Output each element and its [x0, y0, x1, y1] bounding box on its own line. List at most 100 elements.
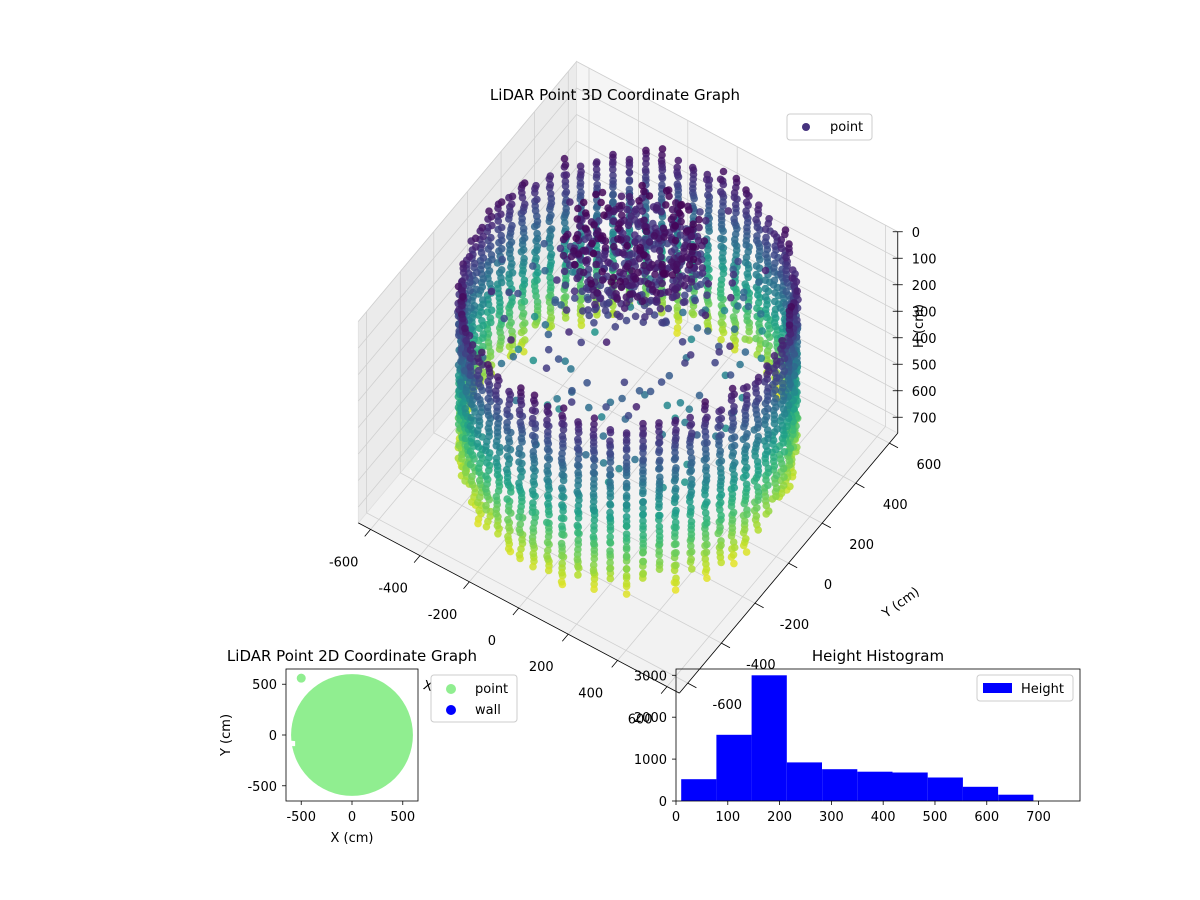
data-point	[461, 405, 470, 413]
data-point	[574, 468, 582, 477]
data-point	[717, 242, 725, 251]
data-point	[704, 280, 713, 288]
data-point	[754, 526, 762, 534]
data-point	[517, 434, 526, 443]
data-point	[497, 359, 506, 368]
data-point	[479, 300, 487, 309]
x-tick-label: 600	[974, 810, 999, 825]
data-point	[730, 433, 739, 441]
data-point	[504, 544, 513, 553]
data-point	[789, 468, 797, 477]
data-point	[585, 311, 593, 320]
data-point	[622, 429, 631, 437]
data-point	[504, 532, 512, 541]
data-point	[529, 524, 537, 532]
data-point	[703, 413, 711, 422]
histogram-bar	[786, 762, 822, 801]
y-tick	[721, 642, 731, 649]
data-point	[689, 243, 697, 251]
data-point	[559, 251, 568, 260]
data-point	[700, 237, 709, 245]
data-point	[592, 190, 600, 199]
data-point	[609, 198, 617, 206]
data-point	[515, 449, 523, 458]
data-point	[665, 371, 674, 380]
data-point	[609, 190, 617, 198]
data-point	[625, 168, 634, 176]
data-point	[741, 454, 750, 462]
y-tick-label: 0	[659, 795, 667, 810]
data-point	[639, 498, 647, 506]
data-point	[544, 345, 553, 354]
data-point	[554, 355, 563, 363]
data-point	[598, 276, 607, 284]
data-point	[474, 464, 483, 473]
legend-label: point	[475, 682, 508, 697]
data-point	[658, 172, 666, 181]
data-point	[622, 552, 631, 560]
h-tick-label: 400	[912, 332, 937, 347]
x-tick-label: 700	[1026, 810, 1051, 825]
data-point	[658, 318, 666, 327]
data-point	[479, 275, 488, 283]
data-point	[478, 283, 487, 291]
data-point	[761, 276, 770, 285]
data-point	[686, 351, 695, 359]
data-point	[544, 566, 553, 575]
data-point	[623, 262, 631, 271]
chart-2d: -500 0 500 -500 0 500 X (cm) Y (cm) LiDAR Point …	[219, 647, 518, 846]
data-point	[622, 491, 631, 500]
data-point	[557, 455, 566, 463]
data-point	[544, 491, 552, 500]
data-point	[543, 467, 551, 475]
data-point	[467, 498, 476, 506]
data-point	[487, 318, 495, 327]
data-point	[479, 253, 488, 262]
data-point	[770, 297, 779, 306]
data-point	[475, 413, 483, 422]
x-tick-label: 0	[488, 634, 496, 649]
data-point	[687, 555, 695, 564]
data-point	[574, 204, 582, 213]
data-point	[494, 217, 503, 225]
data-point	[508, 259, 516, 268]
data-point	[686, 497, 694, 506]
data-point	[763, 447, 772, 455]
data-point	[752, 270, 761, 279]
data-point	[581, 224, 590, 233]
data-point	[729, 334, 738, 342]
data-point	[528, 419, 537, 428]
data-point	[764, 384, 772, 392]
data-point	[622, 444, 631, 453]
data-point	[528, 406, 537, 415]
data-point	[622, 316, 631, 325]
data-point	[582, 451, 590, 459]
data-point	[631, 231, 639, 239]
data-point	[664, 304, 673, 313]
data-point	[769, 281, 778, 289]
data-point	[752, 262, 761, 270]
data-point	[780, 448, 789, 456]
x-tick	[512, 607, 520, 616]
data-point	[716, 506, 724, 514]
data-point	[479, 232, 488, 241]
data-point	[533, 234, 542, 243]
data-point	[717, 431, 725, 439]
data-point	[761, 266, 770, 275]
data-point	[573, 461, 582, 470]
data-point	[559, 476, 568, 485]
data-point	[772, 403, 780, 412]
data-point	[497, 210, 505, 218]
data-point	[672, 549, 680, 557]
data-point	[770, 462, 779, 470]
legend-3d: point	[786, 113, 873, 141]
data-point	[520, 179, 529, 187]
data-point	[673, 168, 681, 176]
x-tick-label: 400	[871, 810, 896, 825]
data-point	[543, 453, 552, 462]
data-point	[721, 424, 730, 433]
data-point	[656, 511, 664, 520]
grid-line	[357, 113, 898, 375]
data-point	[622, 565, 631, 573]
data-point	[503, 478, 512, 486]
